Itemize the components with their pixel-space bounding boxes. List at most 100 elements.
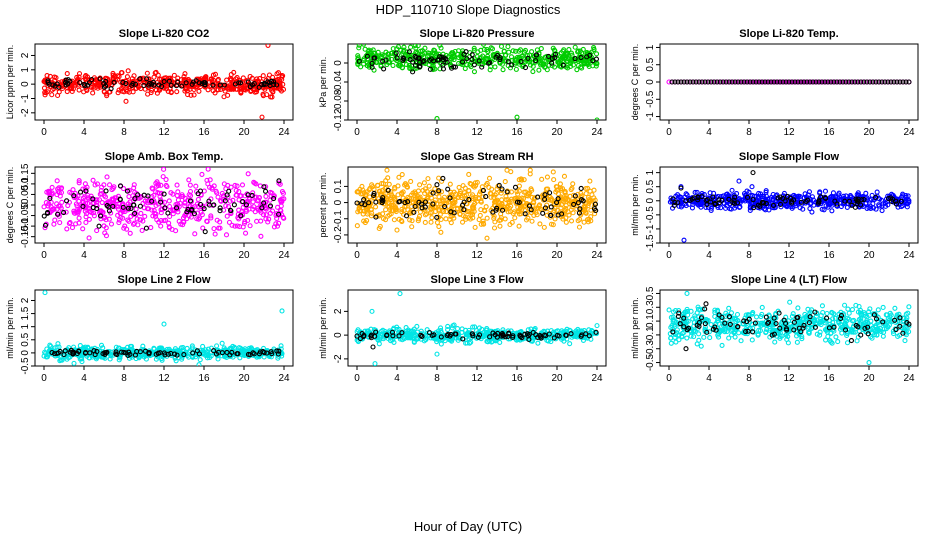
data-point (506, 331, 512, 337)
data-point (470, 196, 476, 202)
data-point (131, 73, 137, 79)
series-all (355, 44, 600, 120)
data-point (472, 224, 478, 230)
data-point (242, 193, 248, 199)
data-point (558, 187, 564, 193)
data-point (368, 335, 374, 341)
data-point (846, 79, 852, 85)
data-point (810, 79, 816, 85)
data-point (421, 58, 427, 64)
data-point (49, 349, 55, 356)
data-point (88, 84, 94, 90)
data-point (864, 197, 870, 203)
data-point (231, 69, 237, 75)
data-point (165, 210, 171, 216)
data-point (591, 187, 597, 193)
data-point (737, 204, 743, 210)
data-points (41, 290, 285, 366)
data-point (763, 189, 769, 195)
outlier-point (749, 184, 755, 190)
y-tick-label: 2 (333, 308, 344, 314)
panel-title: Slope Line 2 Flow (118, 274, 211, 286)
data-point (420, 59, 426, 65)
x-tick-label: 20 (238, 373, 250, 384)
data-point (586, 333, 592, 339)
data-point (270, 89, 276, 95)
data-point (451, 64, 457, 70)
data-point (698, 204, 704, 210)
data-point (436, 188, 442, 194)
x-tick-label: 24 (278, 250, 290, 261)
outlier-point (750, 170, 756, 176)
data-point (705, 79, 711, 85)
data-point (86, 235, 92, 241)
data-point (236, 207, 242, 213)
data-point (104, 93, 110, 99)
x-tick-label: 8 (746, 250, 752, 261)
data-point (71, 208, 77, 214)
data-point (825, 79, 831, 85)
data-point (132, 196, 138, 202)
data-point (229, 222, 235, 228)
data-point (440, 209, 447, 215)
series-mean (670, 170, 904, 211)
data-point (496, 217, 503, 224)
data-point (57, 358, 63, 364)
data-point (373, 329, 379, 335)
data-point (734, 311, 741, 318)
data-point (259, 205, 265, 211)
data-point (166, 198, 172, 204)
data-point (469, 331, 476, 337)
data-point (753, 314, 760, 320)
data-point (484, 180, 490, 187)
data-point (699, 79, 705, 85)
y-tick-label: 0.05 (20, 184, 31, 204)
data-point (271, 195, 277, 202)
data-point (522, 65, 529, 71)
data-point (428, 219, 434, 225)
data-point (101, 84, 107, 90)
data-point (52, 83, 58, 89)
x-tick-label: 4 (394, 373, 400, 384)
data-point (215, 194, 221, 200)
data-point (449, 325, 455, 331)
data-point (711, 79, 717, 85)
data-point (775, 195, 781, 201)
data-point (578, 54, 584, 61)
data-point (891, 79, 897, 85)
data-point (362, 46, 368, 52)
data-point (204, 355, 211, 361)
data-point (553, 212, 559, 218)
data-point (174, 182, 180, 188)
data-point (276, 211, 282, 217)
data-point (128, 213, 134, 219)
data-point (437, 54, 443, 60)
data-point (46, 201, 52, 207)
data-point (438, 341, 444, 347)
data-point (747, 205, 754, 211)
data-point (726, 79, 732, 85)
data-point (463, 340, 469, 346)
data-point (783, 203, 789, 209)
data-point (85, 345, 91, 351)
data-point (827, 201, 833, 207)
data-point (411, 209, 417, 215)
data-point (186, 177, 192, 183)
data-point (407, 334, 413, 340)
data-point (732, 205, 738, 211)
x-tick-label: 16 (198, 373, 210, 384)
y-tick-label: 0.5 (645, 179, 656, 193)
data-point (422, 219, 428, 226)
data-point (561, 173, 568, 179)
data-point (153, 211, 159, 217)
data-point (874, 189, 880, 195)
data-point (526, 191, 532, 197)
data-point (377, 223, 383, 229)
data-point (149, 185, 155, 191)
data-point (466, 327, 472, 333)
data-point (442, 203, 448, 210)
data-point (550, 209, 556, 215)
data-point (819, 79, 825, 85)
data-point (834, 201, 840, 207)
x-tick-label: 8 (434, 373, 440, 384)
